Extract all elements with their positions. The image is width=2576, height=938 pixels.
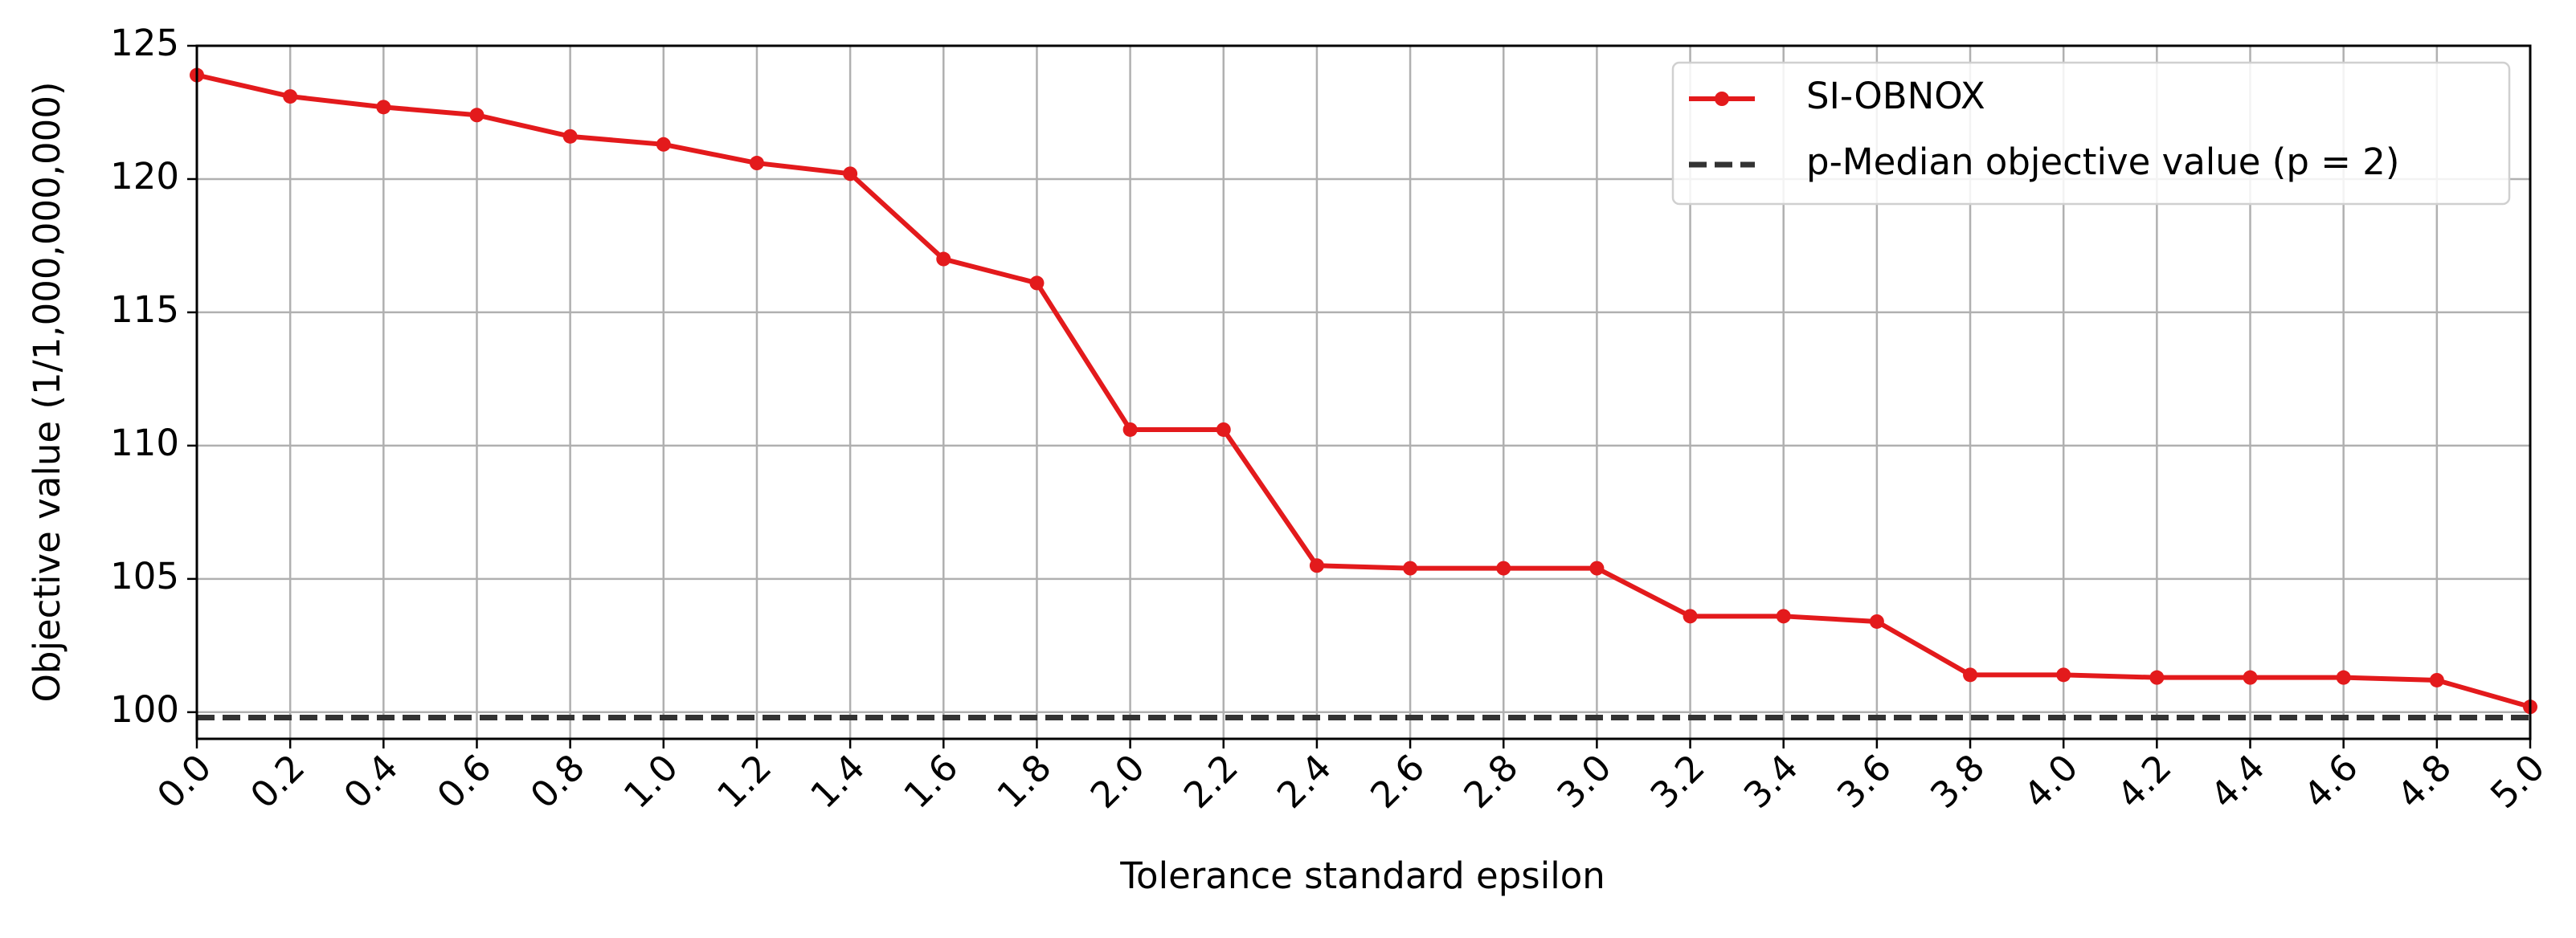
y-tick-label: 115 [110, 288, 179, 331]
plot-frame [195, 44, 2532, 740]
data-point [1589, 561, 1605, 576]
data-point [2429, 672, 2444, 687]
data-point [936, 251, 951, 267]
x-tick-label: 0.0 [149, 746, 219, 817]
x-tick-label: 1.6 [895, 746, 966, 817]
data-point [843, 166, 858, 181]
y-tick-label: 105 [110, 555, 179, 597]
data-point [1776, 609, 1791, 624]
y-tick-label: 100 [110, 688, 179, 731]
data-point [1403, 561, 1418, 576]
data-point [1122, 422, 1138, 437]
data-point [2243, 670, 2258, 685]
x-tick-label: 4.4 [2202, 746, 2273, 817]
y-tick-label: 125 [110, 22, 179, 64]
data-point [656, 137, 671, 152]
data-point [1683, 609, 1698, 624]
legend-marker [1715, 92, 1729, 106]
data-point [1496, 561, 1511, 576]
data-point [1869, 614, 1884, 629]
legend-box [1671, 61, 2511, 206]
data-point [2336, 670, 2351, 685]
x-axis-label: Tolerance standard epsilon [1119, 854, 1605, 897]
x-tick-label: 2.6 [1362, 746, 1433, 817]
x-tick-label: 3.4 [1736, 746, 1806, 817]
y-tick-label: 120 [110, 155, 179, 198]
data-point [2149, 670, 2165, 685]
x-tick-label: 0.4 [335, 746, 406, 817]
legend-label: SI-OBNOX [1806, 75, 1985, 117]
x-tick-label: 4.8 [2389, 746, 2459, 817]
legend-label: p-Median objective value (p = 2) [1806, 141, 2399, 183]
data-point [1216, 422, 1231, 437]
x-tick-label: 1.2 [709, 746, 779, 817]
y-axis-label: Objective value (1/1,000,000,000) [26, 81, 68, 702]
data-point [1309, 558, 1324, 573]
x-tick-label: 3.2 [1642, 746, 1713, 817]
y-tick-label: 110 [110, 422, 179, 464]
data-point [562, 128, 578, 144]
data-point [283, 89, 298, 104]
x-tick-label: 0.2 [242, 746, 313, 817]
x-tick-label: 1.0 [615, 746, 686, 817]
x-tick-label: 2.4 [1269, 746, 1339, 817]
data-point [2056, 667, 2071, 683]
x-tick-label: 2.0 [1082, 746, 1153, 817]
x-tick-label: 4.2 [2109, 746, 2180, 817]
legend: SI-OBNOX p-Median objective value (p = 2) [1671, 61, 2511, 206]
data-point [1963, 667, 1978, 683]
data-point [1029, 275, 1045, 291]
x-tick-label: 1.4 [802, 746, 873, 817]
x-tick-label: 1.8 [989, 746, 1060, 817]
x-tick-label: 4.6 [2296, 746, 2366, 817]
x-tick-label: 2.8 [1455, 746, 1526, 817]
x-tick-label: 0.8 [522, 746, 593, 817]
data-point [376, 100, 391, 115]
data-point [749, 156, 764, 171]
x-tick-label: 2.2 [1176, 746, 1246, 817]
x-tick-label: 5.0 [2482, 746, 2553, 817]
x-tick-label: 3.0 [1549, 746, 1620, 817]
x-tick-label: 4.0 [2015, 746, 2086, 817]
series-line [196, 72, 2531, 710]
x-tick-label: 3.8 [1922, 746, 1993, 817]
x-tick-label: 3.6 [1829, 746, 1899, 817]
x-tick-label: 0.6 [429, 746, 500, 817]
data-point [469, 108, 485, 123]
